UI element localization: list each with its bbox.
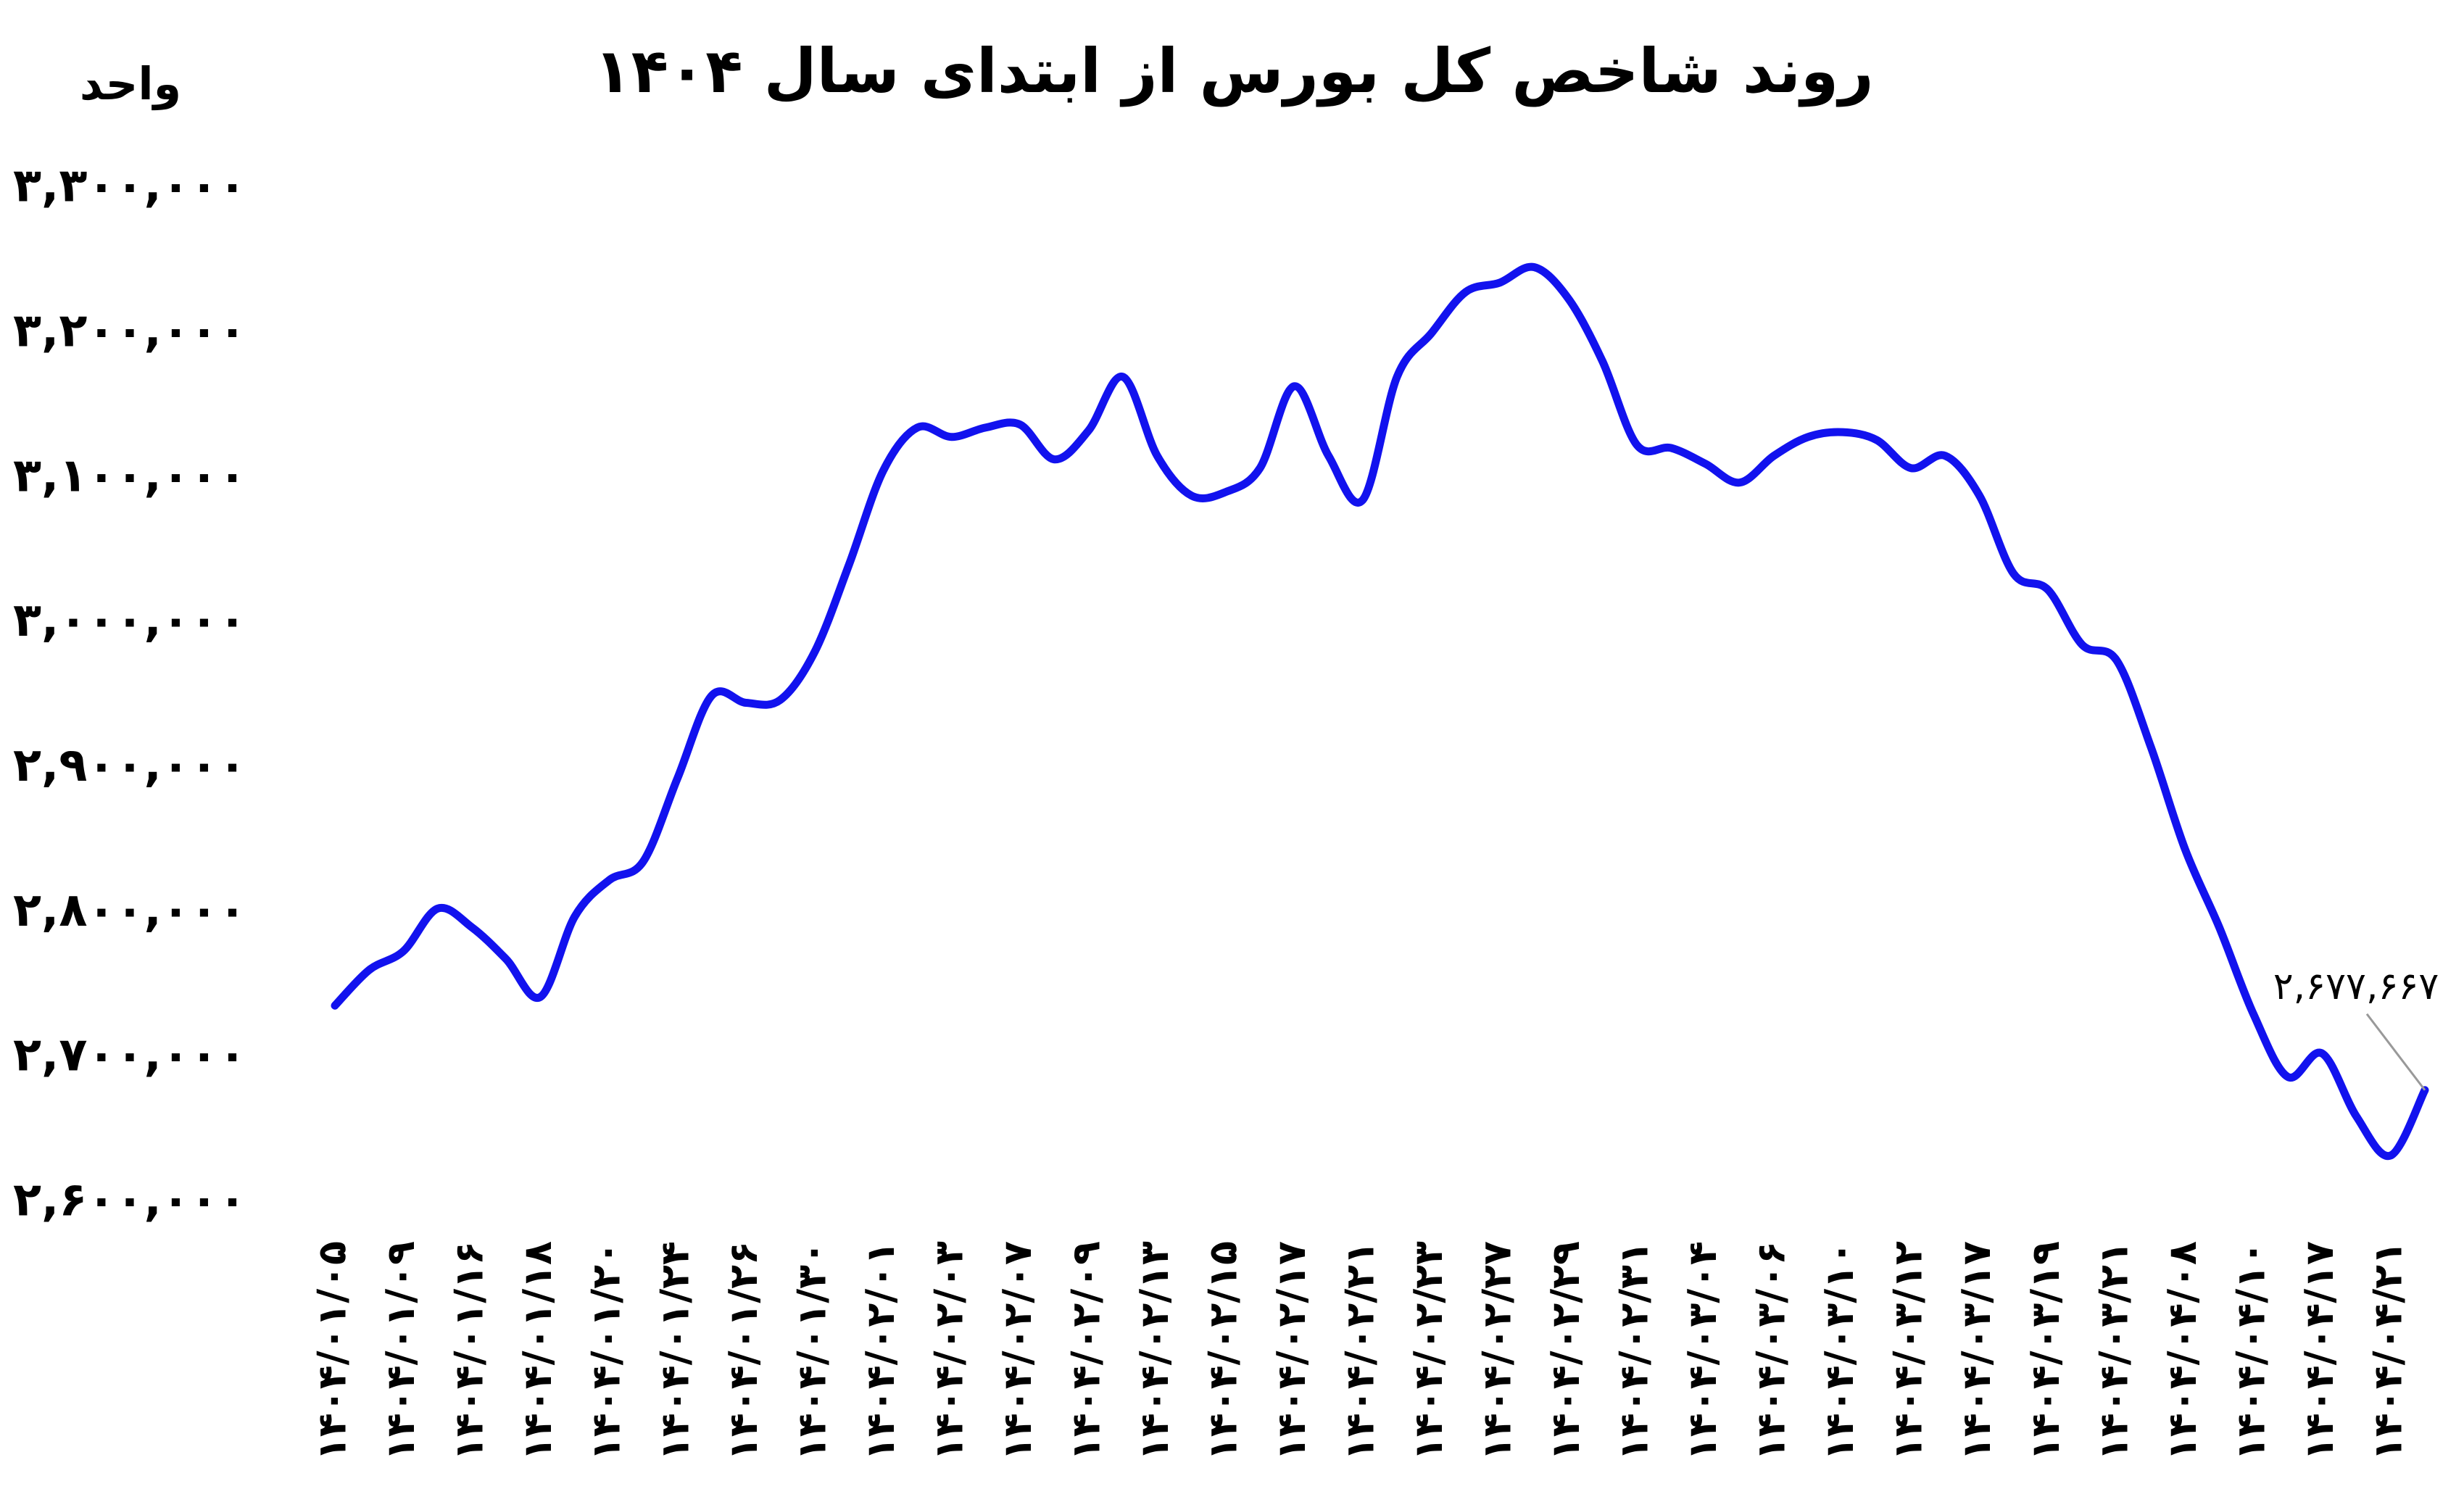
x-tick-label: ۱۴۰۴/۰۲/۲۷ <box>1474 1241 1520 1461</box>
x-tick-label: ۱۴۰۴/۰۴/۰۸ <box>2160 1241 2205 1461</box>
x-tick-label: ۱۴۰۴/۰۳/۲۱ <box>2091 1241 2136 1461</box>
data-label: ۲,۶۷۷,۶۶۷ <box>2273 965 2439 1008</box>
x-tick-label: ۱۴۰۴/۰۱/۲۶ <box>721 1241 766 1461</box>
y-tick-label: ۳,۲۰۰,۰۰۰ <box>13 304 246 357</box>
x-tick-label: ۱۴۰۴/۰۲/۱۳ <box>1132 1241 1177 1461</box>
x-tick-label: ۱۴۰۴/۰۴/۱۰ <box>2228 1241 2273 1461</box>
series-line <box>331 262 2429 1161</box>
x-tick-label: ۱۴۰۴/۰۳/۱۹ <box>2023 1241 2068 1461</box>
x-tick-label: ۱۴۰۴/۰۳/۰۶ <box>1749 1241 1794 1461</box>
x-tick-label: ۱۴۰۴/۰۲/۲۳ <box>1406 1241 1451 1461</box>
x-tick-label: ۱۴۰۴/۰۲/۱۷ <box>1269 1241 1314 1461</box>
x-tick-label: ۱۴۰۴/۰۲/۱۵ <box>1200 1241 1245 1461</box>
x-tick-label: ۱۴۰۴/۰۱/۲۴ <box>652 1241 697 1461</box>
x-tick-label: ۱۴۰۴/۰۲/۰۳ <box>926 1241 971 1461</box>
x-tick-label: ۱۴۰۴/۰۳/۰۴ <box>1680 1241 1725 1461</box>
y-tick-label: ۳,۱۰۰,۰۰۰ <box>13 449 246 502</box>
y-tick-label: ۳,۳۰۰,۰۰۰ <box>13 159 246 213</box>
x-tick-label: ۱۴۰۴/۰۲/۲۹ <box>1543 1241 1588 1461</box>
x-tick-label: ۱۴۰۴/۰۱/۱۶ <box>447 1241 492 1461</box>
annotation-leader <box>2365 1013 2426 1091</box>
chart-title: روند شاخص کل بورس از ابتدای سال ۱۴۰۴ <box>594 36 1873 107</box>
x-tick-label: ۱۴۰۴/۰۴/۲۱ <box>2365 1241 2410 1461</box>
x-tick-label: ۱۴۰۴/۰۱/۱۸ <box>515 1241 560 1461</box>
x-tick-label: ۱۴۰۴/۰۱/۰۵ <box>310 1241 355 1461</box>
x-tick-label: ۱۴۰۴/۰۲/۲۱ <box>1337 1241 1383 1461</box>
x-tick-label: ۱۴۰۴/۰۲/۰۹ <box>1063 1241 1108 1461</box>
x-tick-label: ۱۴۰۴/۰۱/۲۰ <box>584 1241 629 1461</box>
x-tick-label: ۱۴۰۴/۰۳/۱۰ <box>1817 1241 1862 1461</box>
y-tick-label: ۲,۸۰۰,۰۰۰ <box>13 884 246 937</box>
x-tick-label: ۱۴۰۴/۰۱/۰۹ <box>378 1241 423 1461</box>
y-tick-label: ۲,۶۰۰,۰۰۰ <box>13 1174 246 1227</box>
y-tick-label: ۳,۰۰۰,۰۰۰ <box>13 594 246 647</box>
x-tick-label: ۱۴۰۴/۰۲/۰۷ <box>995 1241 1040 1461</box>
x-tick-label: ۱۴۰۴/۰۳/۱۷ <box>1954 1241 1999 1461</box>
x-tick-label: ۱۴۰۴/۰۲/۳۱ <box>1611 1241 1657 1461</box>
x-tick-label: ۱۴۰۴/۰۴/۱۷ <box>2297 1241 2342 1461</box>
x-tick-label: ۱۴۰۴/۰۳/۱۲ <box>1886 1241 1931 1461</box>
x-tick-label: ۱۴۰۴/۰۱/۳۰ <box>789 1241 834 1461</box>
y-tick-label: ۲,۹۰۰,۰۰۰ <box>13 739 246 792</box>
y-tick-label: ۲,۷۰۰,۰۰۰ <box>13 1029 246 1082</box>
x-tick-label: ۱۴۰۴/۰۲/۰۱ <box>858 1241 903 1461</box>
y-axis-unit: واحد <box>80 57 181 110</box>
